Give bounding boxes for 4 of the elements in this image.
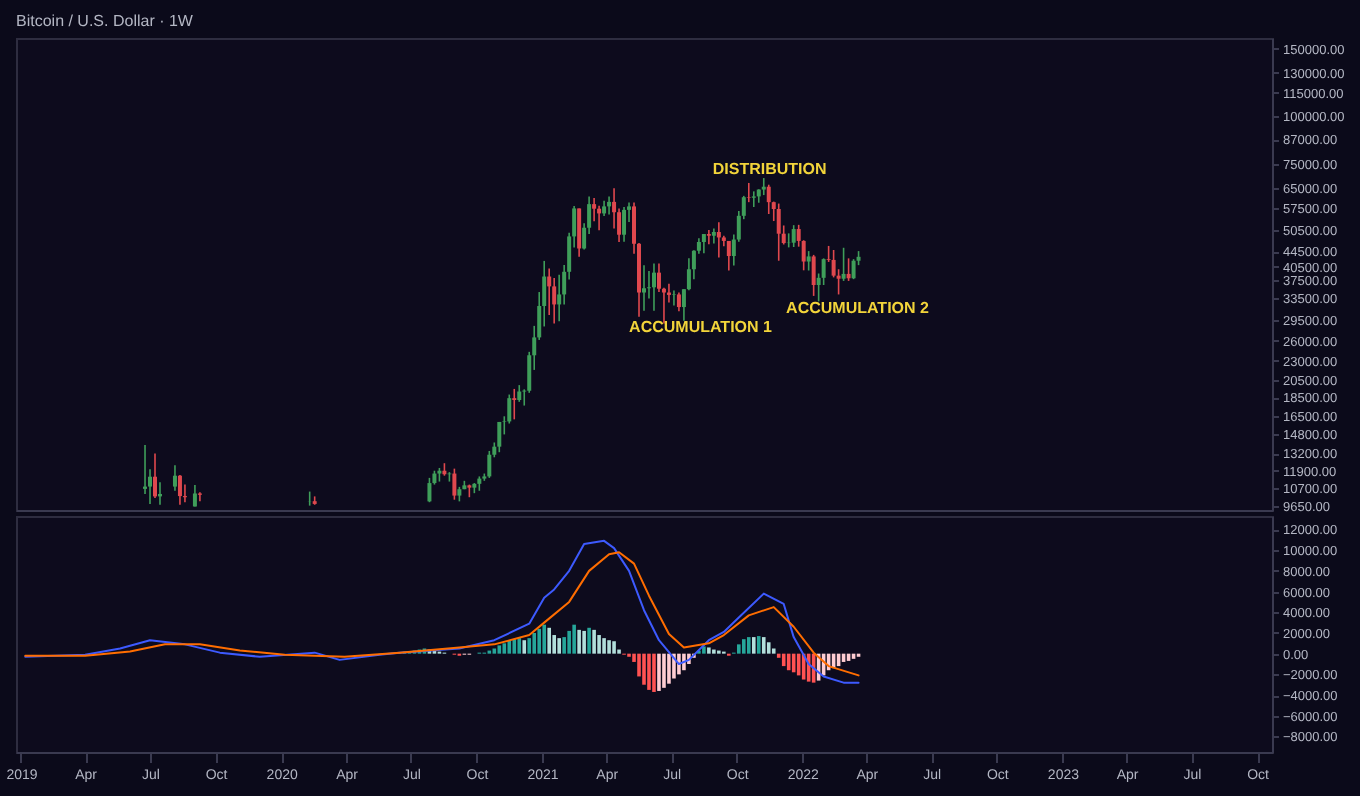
chart-title: Bitcoin / U.S. Dollar · 1W <box>16 12 194 30</box>
annotation: ACCUMULATION 2 <box>786 299 931 318</box>
annotation: ACCUMULATION 1 <box>629 318 774 337</box>
annotation: DISTRIBUTION <box>712 160 827 179</box>
